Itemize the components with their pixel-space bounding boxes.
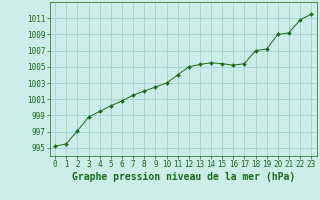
- X-axis label: Graphe pression niveau de la mer (hPa): Graphe pression niveau de la mer (hPa): [72, 172, 295, 182]
